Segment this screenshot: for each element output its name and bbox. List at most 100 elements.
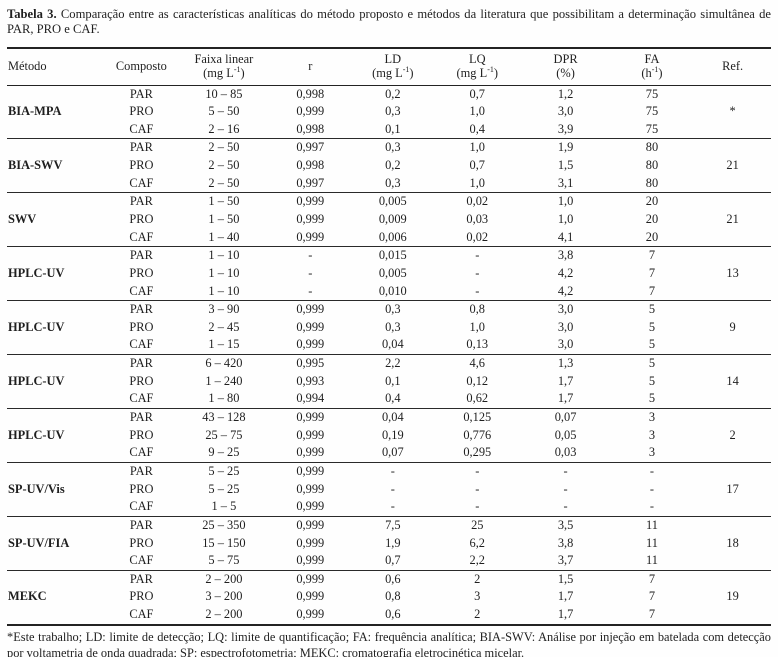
value-cell: 0,999 [296,211,325,226]
value-cell: 0,02 [466,229,489,244]
value-cell: 1,0 [469,175,486,190]
value-cell: 5 – 25 [208,481,240,496]
col-header-label: DPR [553,51,578,66]
compound-cell: PAR [129,86,153,101]
value-cell: 25 – 75 [205,427,243,442]
value-cell: 4,6 [433,354,522,373]
table-row: CAF 1 – 15 0,999 0,04 0,13 3,0 5 [7,336,771,354]
table-row: CAF 1 – 5 0,999 - - - - [7,498,771,516]
value-cell: 5 – 50 [208,104,240,119]
value-cell: 0,07 [521,408,610,427]
table-row: SP-UV/Vis PAR 5 – 25 0,999- - - -17 [7,461,771,517]
value-cell: 1,7 [557,373,574,388]
value-cell: 0,999 [268,515,353,535]
value-cell: 0,999 [296,229,325,244]
col-header-label: LD [384,51,402,66]
value-cell: 5 [609,354,695,373]
value-cell: - [433,461,522,481]
value-cell: 0,1 [385,373,401,388]
value-cell: 3,0 [557,337,574,352]
compound-cell: PAR [102,461,180,481]
col-header-unit: (mg L-1) [456,64,498,80]
table-row: SWV PAR 1 – 50 0,999 0,005 0,02 1,0 20 21 [7,192,771,247]
value-cell: 3,5 [521,515,610,535]
value-cell: 0,8 [433,300,522,319]
value-cell: 0,12 [466,373,489,388]
value-cell: 0,997 [268,138,353,158]
value-cell: 7 [609,246,695,265]
table-row: HPLC-UV PAR 43 – 128 0,999 0,04 0,125 0,07 3 2 [7,408,771,463]
value-cell: 3 [648,427,656,442]
value-cell: 0,997 [296,175,325,190]
value-cell: 0,998 [296,86,325,101]
value-cell: 1 – 10 [179,246,269,265]
value-cell: 75 [645,121,659,136]
ref-cell: 14 [694,354,771,409]
value-cell: - [433,246,522,265]
table-row: HPLC-UV PAR 1 – 10-0,015-3,8 7 13 [7,246,771,301]
col-header-unit: (mg L-1) [203,64,245,80]
method-cell: SWV [7,192,103,247]
value-cell: 1,7 [557,589,574,604]
value-cell: 25 [433,515,522,535]
method-cell: SP-UV/FIA [7,515,103,571]
compound-cell: CAF [129,229,154,244]
col-header-label: r [308,58,313,73]
value-cell: 11 [645,553,658,568]
method-cell: HPLC-UV [7,246,103,301]
value-cell: 5 – 75 [208,553,240,568]
compound-cell: PAR [102,246,180,265]
value-cell: 3 – 90 [179,300,269,319]
table-header: Método Composto Faixa linear (mg L-1) r … [7,46,771,86]
value-cell: 3 [474,589,481,604]
table-row: CAF 1 – 80 0,994 0,4 0,62 1,7 5 [7,390,771,408]
value-cell: 0,125 [433,408,522,427]
comparison-table: Método Composto Faixa linear (mg L-1) r … [7,46,771,626]
table-row: HPLC-UV PAR 3 – 90 0,999 0,3 0,8 3,0 5 9 [7,300,771,355]
value-cell: 1,7 [557,391,574,406]
value-cell: - [609,461,695,481]
table-row: MEKC PAR 2 – 200 0,999 0,6 2 1,5 7 19 [7,569,771,625]
compound-cell: CAF [129,445,154,460]
value-cell: 0,999 [268,408,353,427]
value-cell: 0,2 [385,158,401,173]
table-row: BIA-SWV PAR 2 – 50 0,997 0,3 1,0 1,9 80 21 [7,138,771,193]
table-row: CAF 2 – 16 0,998 0,1 0,4 3,9 75 [7,121,771,139]
table-caption-number: Tabela 3. [7,7,57,21]
col-header-dpr: DPR (%) [521,46,610,86]
table-row: CAF 1 – 40 0,999 0,006 0,02 4,1 20 [7,229,771,247]
ref-cell: 18 [694,515,771,571]
table-body: BIA-MPA PAR 10 – 85 0,998 0,2 0,7 1,2 75 * PRO 5 –… [7,85,771,625]
value-cell: 0,999 [296,427,325,442]
value-cell: 0,3 [385,319,401,334]
value-cell: 1,0 [557,211,574,226]
table-row: CAF 2 – 50 0,997 0,3 1,0 3,1 80 [7,175,771,193]
value-cell: 0,3 [352,138,434,158]
value-cell: 0,005 [378,265,407,280]
col-header-label: LQ [469,51,486,66]
value-cell: 3 [648,445,656,460]
value-cell: 7 [648,607,656,622]
value-cell: 1,9 [385,535,401,550]
value-cell: 11 [645,535,658,550]
compound-cell: PRO [129,373,154,388]
value-cell: 0,6 [352,569,434,589]
value-cell: 5 [648,373,656,388]
value-cell: 7 [648,283,656,298]
ref-cell: 21 [694,138,771,193]
ref-cell: 19 [694,569,771,625]
table-footnote: *Este trabalho; LD: limite de detecção; … [7,629,771,657]
compound-cell: PRO [129,211,154,226]
compound-cell: PRO [129,158,154,173]
method-cell: BIA-SWV [7,138,103,193]
method-cell: HPLC-UV [7,300,103,355]
value-cell: 0,6 [385,607,401,622]
value-cell: 0,010 [378,283,407,298]
compound-cell: PRO [129,104,154,119]
value-cell: 0,994 [296,391,325,406]
value-cell: 5 – 25 [179,461,269,481]
compound-cell: CAF [129,553,154,568]
value-cell: 1,5 [521,569,610,589]
table-row: PRO 2 – 50 0,998 0,2 0,7 1,5 80 [7,157,771,175]
value-cell: 0,7 [385,553,401,568]
